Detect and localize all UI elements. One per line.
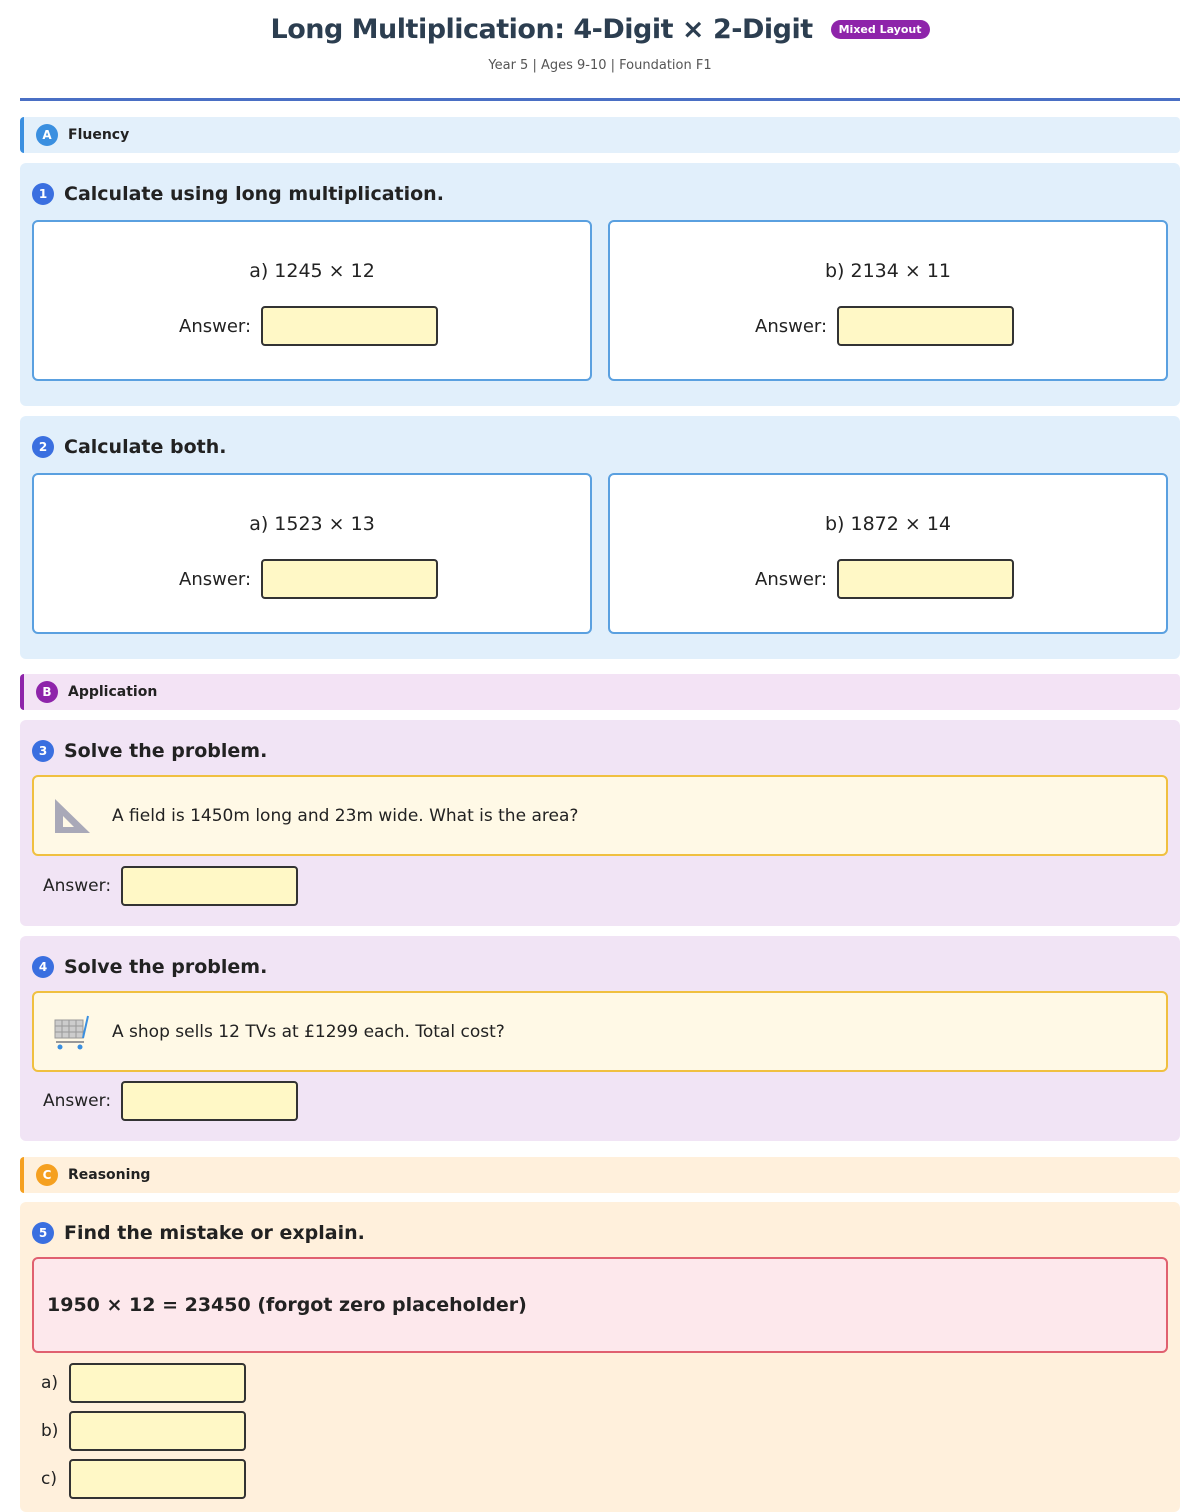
question-prompt: Calculate both. — [64, 436, 227, 458]
part-box: b) 2134 × 11 Answer: — [608, 220, 1168, 381]
question-number: 2 — [32, 436, 54, 458]
question-number: 1 — [32, 183, 54, 205]
section-header-fluency: A Fluency — [20, 117, 1180, 153]
answer-label: Answer: — [43, 876, 112, 896]
part-box: a) 1523 × 13 Answer: — [32, 473, 592, 634]
section-label: Application — [68, 684, 158, 700]
expression: b) 1872 × 14 — [824, 513, 952, 535]
answer-input[interactable] — [121, 866, 299, 906]
answer-input[interactable] — [261, 559, 439, 599]
question-number: 5 — [32, 1222, 54, 1244]
question-prompt: Calculate using long multiplication. — [64, 183, 444, 205]
word-problem-box: A shop sells 12 TVs at £1299 each. Total… — [32, 991, 1168, 1072]
expression: a) 1523 × 13 — [249, 513, 375, 535]
question-4: 4 Solve the problem. A shop sells 12 TVs … — [20, 936, 1180, 1141]
question-1: 1 Calculate using long multiplication. a)… — [20, 163, 1180, 406]
answer-input-a[interactable] — [69, 1363, 246, 1403]
part-box: a) 1245 × 12 Answer: — [32, 220, 592, 381]
answer-input-b[interactable] — [69, 1411, 246, 1451]
answer-label: Answer: — [755, 568, 828, 590]
part-box: b) 1872 × 14 Answer: — [608, 473, 1168, 634]
question-prompt: Solve the problem. — [64, 956, 268, 978]
page-title: Long Multiplication: 4-Digit × 2-Digit — [270, 14, 813, 45]
section-letter: B — [36, 681, 58, 703]
page-subtitle: Year 5 | Ages 9-10 | Foundation F1 — [488, 58, 712, 73]
question-number: 3 — [32, 740, 54, 762]
layout-badge: Mixed Layout — [830, 20, 930, 39]
answer-label: Answer: — [179, 315, 252, 337]
word-problem-box: A field is 1450m long and 23m wide. What… — [32, 775, 1168, 856]
word-problem-text: A field is 1450m long and 23m wide. What… — [112, 805, 579, 826]
answer-input[interactable] — [837, 559, 1015, 599]
question-3: 3 Solve the problem. A field is 1450m lon… — [20, 720, 1180, 926]
answer-label: Answer: — [179, 568, 252, 590]
question-number: 4 — [32, 956, 54, 978]
part-label: c) — [41, 1469, 57, 1489]
question-prompt: Find the mistake or explain. — [64, 1222, 365, 1244]
section-header-reasoning: C Reasoning — [20, 1157, 1180, 1193]
part-label: a) — [41, 1373, 59, 1393]
answer-label: Answer: — [43, 1091, 112, 1111]
answer-label: Answer: — [755, 315, 828, 337]
expression: b) 2134 × 11 — [824, 260, 952, 282]
part-label: b) — [41, 1421, 59, 1441]
question-2: 2 Calculate both. a) 1523 × 13 Answer: b)… — [20, 416, 1180, 659]
expression: a) 1245 × 12 — [249, 260, 375, 282]
section-letter: A — [36, 124, 58, 146]
answer-input-c[interactable] — [69, 1459, 246, 1499]
section-label: Reasoning — [68, 1167, 151, 1183]
section-label: Fluency — [68, 127, 130, 143]
answer-input[interactable] — [121, 1081, 299, 1121]
question-5: 5 Find the mistake or explain. 1950 × 12 … — [20, 1202, 1180, 1512]
header: Long Multiplication: 4-Digit × 2-Digit Mi… — [0, 14, 1200, 45]
section-header-application: B Application — [20, 674, 1180, 710]
mistake-statement: 1950 × 12 = 23450 (forgot zero placehold… — [47, 1294, 527, 1316]
answer-input[interactable] — [837, 306, 1015, 346]
answer-input[interactable] — [261, 306, 439, 346]
section-letter: C — [36, 1164, 58, 1186]
set-square-icon — [55, 798, 90, 833]
word-problem-text: A shop sells 12 TVs at £1299 each. Total… — [112, 1021, 505, 1042]
question-prompt: Solve the problem. — [64, 740, 268, 762]
mistake-statement-box: 1950 × 12 = 23450 (forgot zero placehold… — [32, 1257, 1168, 1353]
header-divider — [20, 98, 1180, 101]
shopping-cart-icon — [54, 1015, 89, 1049]
